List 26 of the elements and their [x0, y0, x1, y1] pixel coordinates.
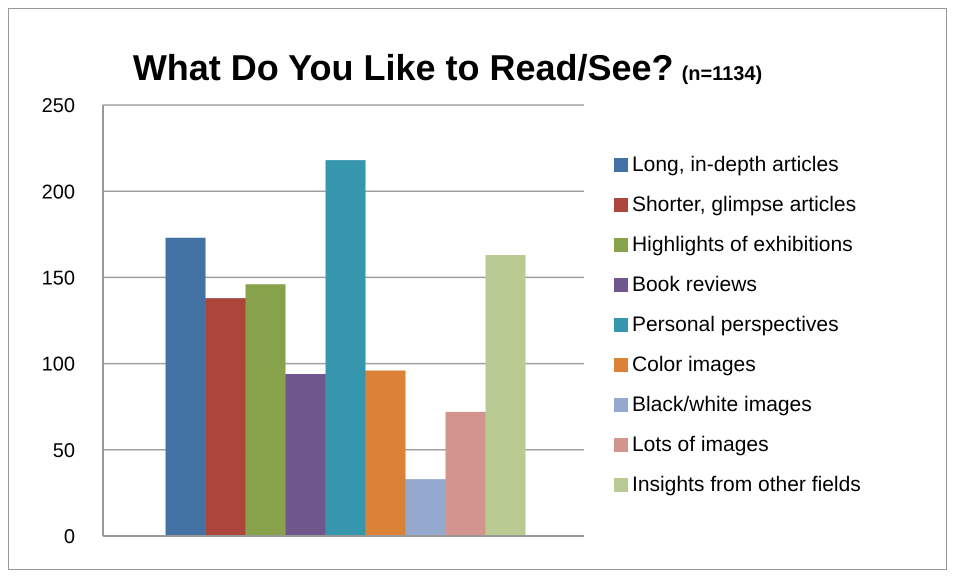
legend-label: Highlights of exhibitions [632, 232, 853, 256]
y-tick-label: 150 [42, 268, 75, 290]
bar [326, 160, 366, 536]
legend-label: Insights from other fields [632, 472, 861, 496]
text: (n=1134) [682, 63, 762, 85]
legend-label: Book reviews [632, 272, 757, 296]
legend-label: Color images [632, 352, 756, 376]
legend-label: Black/white images [632, 392, 812, 416]
bar [366, 370, 406, 536]
bar [206, 298, 246, 536]
legend-label: Shorter, glimpse articles [632, 192, 856, 216]
y-tick-label: 250 [42, 95, 75, 118]
chart-title: What Do You Like to Read/See? [132, 47, 674, 88]
y-tick-label: 200 [42, 181, 75, 204]
legend-label: Long, in-depth articles [632, 152, 839, 176]
bar [486, 254, 526, 536]
bar [406, 479, 446, 536]
bar [286, 374, 326, 536]
y-tick-label: 100 [42, 354, 75, 376]
legend-label: Lots of images [632, 432, 769, 456]
y-tick-label: 50 [52, 440, 75, 462]
bar [246, 284, 286, 536]
y-tick-label: 0 [64, 526, 75, 548]
bar [446, 412, 486, 536]
bar [166, 238, 206, 536]
legend-label: Personal perspectives [632, 312, 839, 336]
